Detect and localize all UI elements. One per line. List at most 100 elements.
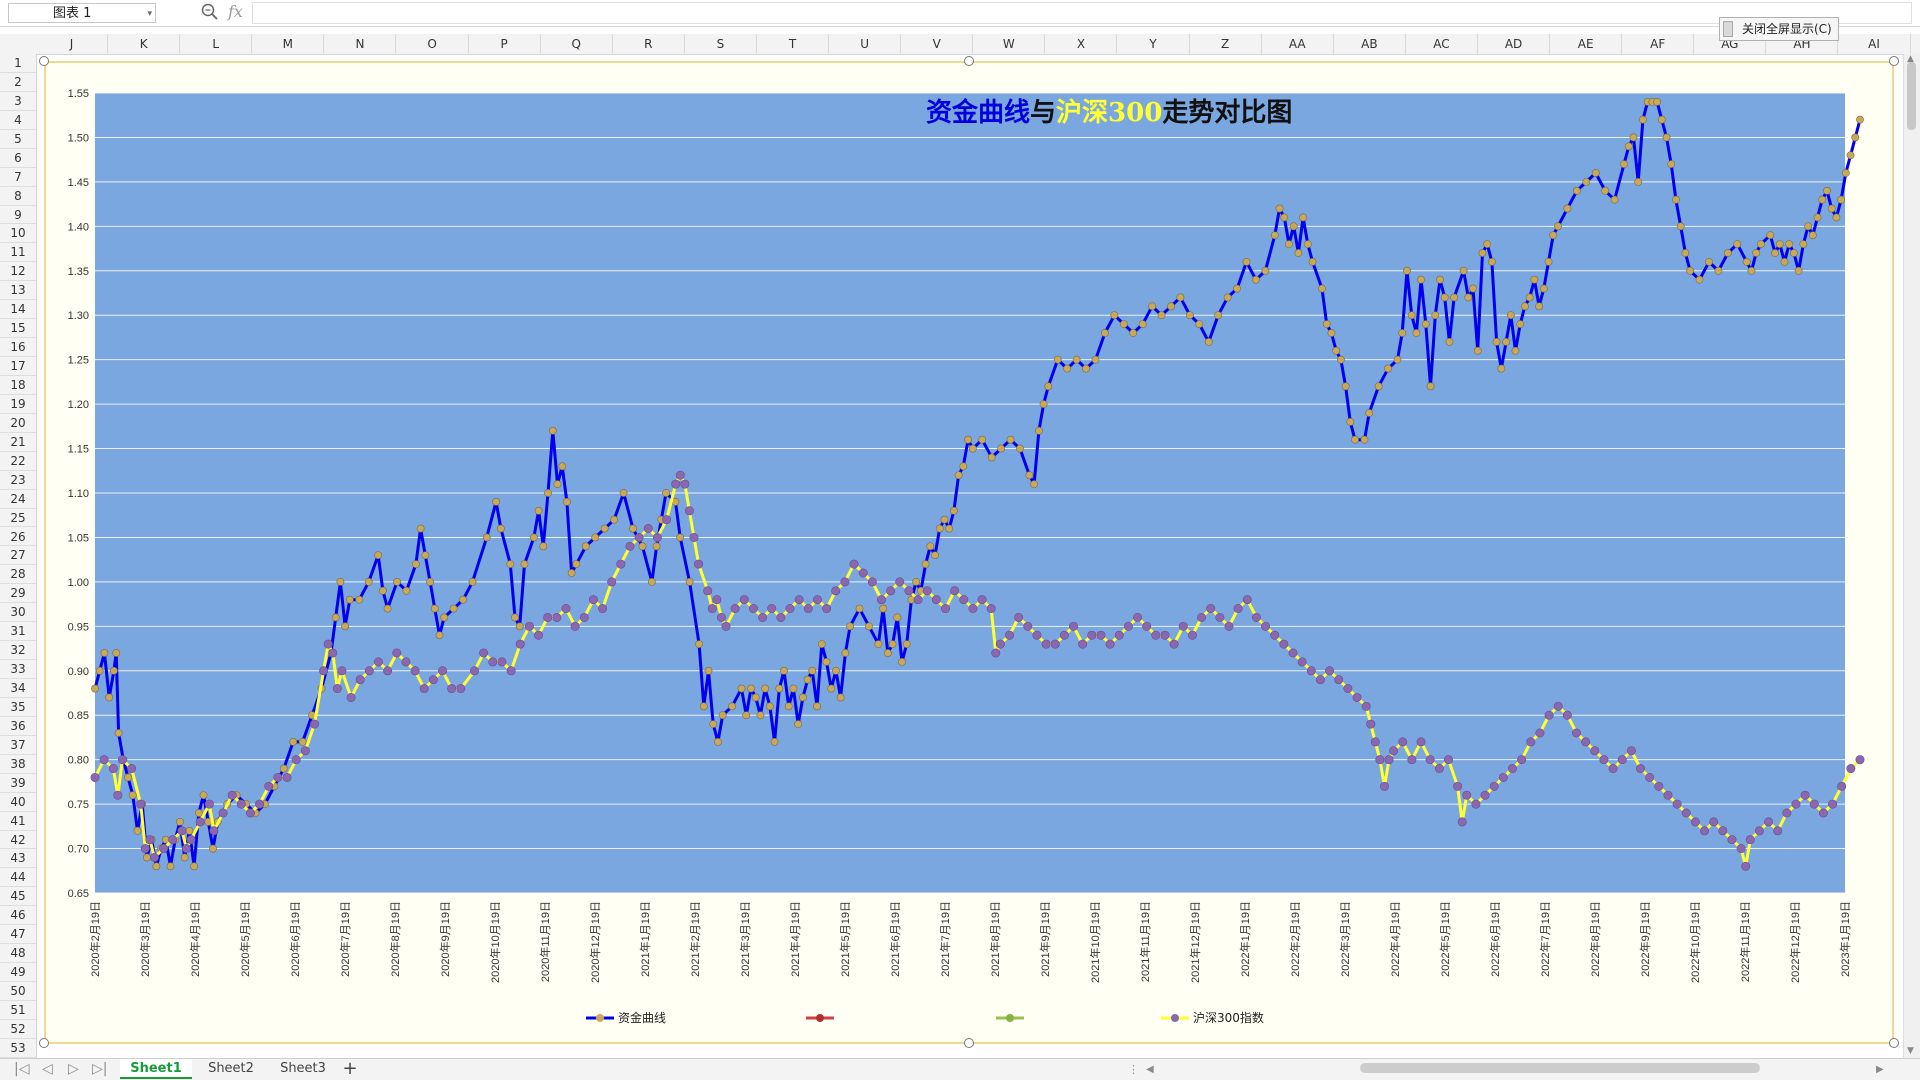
row-header-38[interactable]: 38 xyxy=(0,755,36,774)
name-box[interactable]: 图表 1 ▾ xyxy=(8,3,156,23)
row-header-45[interactable]: 45 xyxy=(0,887,36,907)
column-header-r[interactable]: R xyxy=(613,34,685,54)
scroll-down-icon[interactable]: ▼ xyxy=(1907,1046,1914,1056)
row-header-25[interactable]: 25 xyxy=(0,509,36,528)
row-header-17[interactable]: 17 xyxy=(0,357,36,376)
row-header-12[interactable]: 12 xyxy=(0,262,36,282)
row-header-37[interactable]: 37 xyxy=(0,736,36,755)
row-header-24[interactable]: 24 xyxy=(0,490,36,509)
column-header-n[interactable]: N xyxy=(324,34,397,54)
row-header-29[interactable]: 29 xyxy=(0,584,36,604)
row-header-6[interactable]: 6 xyxy=(0,149,36,168)
resize-handle[interactable] xyxy=(39,56,49,66)
row-header-42[interactable]: 42 xyxy=(0,831,36,850)
first-sheet-icon[interactable]: |◁ xyxy=(14,1061,30,1077)
row-header-5[interactable]: 5 xyxy=(0,130,36,149)
column-header-s[interactable]: S xyxy=(685,34,757,54)
row-header-27[interactable]: 27 xyxy=(0,546,36,566)
resize-handle[interactable] xyxy=(964,1038,974,1048)
column-header-k[interactable]: K xyxy=(108,34,181,54)
close-fullscreen-button[interactable]: 关闭全屏显示(C) xyxy=(1719,17,1839,41)
next-sheet-icon[interactable]: ▷ xyxy=(68,1061,79,1077)
row-header-9[interactable]: 9 xyxy=(0,206,36,225)
row-header-7[interactable]: 7 xyxy=(0,168,36,187)
resize-handle[interactable] xyxy=(964,56,974,66)
vertical-scroll-thumb[interactable] xyxy=(1907,62,1916,130)
prev-sheet-icon[interactable]: ◁ xyxy=(42,1061,53,1077)
row-header-3[interactable]: 3 xyxy=(0,92,36,111)
horizontal-scroll-thumb[interactable] xyxy=(1360,1063,1760,1073)
row-header-19[interactable]: 19 xyxy=(0,395,36,414)
row-header-49[interactable]: 49 xyxy=(0,963,36,983)
row-header-10[interactable]: 10 xyxy=(0,224,36,244)
row-header-36[interactable]: 36 xyxy=(0,717,36,736)
chevron-down-icon[interactable]: ▾ xyxy=(147,9,152,19)
row-header-32[interactable]: 32 xyxy=(0,641,36,661)
row-header-16[interactable]: 16 xyxy=(0,338,36,358)
row-header-21[interactable]: 21 xyxy=(0,433,36,452)
column-header-ae[interactable]: AE xyxy=(1550,34,1623,54)
chart-svg[interactable]: 0.65 0.70 0.75 0.80 0.85 0.90 0.95 1.00 1.05 1.10… xyxy=(46,63,1892,1042)
column-header-u[interactable]: U xyxy=(829,34,902,54)
tab-sheet3[interactable]: Sheet3 xyxy=(280,1061,326,1076)
row-header-46[interactable]: 46 xyxy=(0,906,36,926)
column-header-ai[interactable]: AI xyxy=(1839,34,1911,54)
row-header-52[interactable]: 52 xyxy=(0,1020,36,1039)
column-header-j[interactable]: J xyxy=(36,34,109,54)
column-header-o[interactable]: O xyxy=(397,34,469,54)
formula-input[interactable] xyxy=(252,2,1912,24)
row-header-30[interactable]: 30 xyxy=(0,603,36,623)
row-header-47[interactable]: 47 xyxy=(0,925,36,945)
row-header-39[interactable]: 39 xyxy=(0,774,36,793)
column-header-m[interactable]: M xyxy=(252,34,325,54)
column-header-af[interactable]: AF xyxy=(1622,34,1695,54)
column-header-v[interactable]: V xyxy=(901,34,974,54)
scroll-up-icon[interactable]: ▲ xyxy=(1907,54,1914,64)
tab-sheet1[interactable]: Sheet1 xyxy=(120,1059,192,1079)
zoom-icon[interactable] xyxy=(200,2,220,22)
row-header-33[interactable]: 33 xyxy=(0,660,36,680)
column-header-p[interactable]: P xyxy=(469,34,541,54)
tab-sheet2[interactable]: Sheet2 xyxy=(208,1061,254,1076)
column-header-y[interactable]: Y xyxy=(1118,34,1190,54)
row-header-23[interactable]: 23 xyxy=(0,471,36,490)
row-header-41[interactable]: 41 xyxy=(0,812,36,831)
vertical-scrollbar[interactable]: ▲ ▼ xyxy=(1903,54,1920,1058)
column-header-t[interactable]: T xyxy=(757,34,830,54)
row-header-22[interactable]: 22 xyxy=(0,452,36,471)
column-header-w[interactable]: W xyxy=(973,34,1046,54)
column-header-ac[interactable]: AC xyxy=(1406,34,1478,54)
row-header-4[interactable]: 4 xyxy=(0,111,36,130)
row-header-1[interactable]: 1 xyxy=(0,54,36,73)
column-header-q[interactable]: Q xyxy=(541,34,613,54)
last-sheet-icon[interactable]: ▷| xyxy=(92,1061,108,1077)
row-header-18[interactable]: 18 xyxy=(0,376,36,395)
row-header-51[interactable]: 51 xyxy=(0,1001,36,1020)
row-header-40[interactable]: 40 xyxy=(0,793,36,812)
row-header-11[interactable]: 11 xyxy=(0,243,36,263)
row-header-44[interactable]: 44 xyxy=(0,868,36,888)
row-header-13[interactable]: 13 xyxy=(0,281,36,301)
resize-handle[interactable] xyxy=(1889,1038,1899,1048)
chart-area[interactable]: 0.65 0.70 0.75 0.80 0.85 0.90 0.95 1.00 1.05 1.10… xyxy=(44,61,1894,1044)
row-header-50[interactable]: 50 xyxy=(0,982,36,1001)
row-header-34[interactable]: 34 xyxy=(0,679,36,698)
row-header-20[interactable]: 20 xyxy=(0,414,36,433)
row-header-35[interactable]: 35 xyxy=(0,698,36,717)
row-header-2[interactable]: 2 xyxy=(0,73,36,92)
scroll-left-icon[interactable]: ◀ xyxy=(1146,1064,1154,1075)
scroll-right-icon[interactable]: ▶ xyxy=(1876,1064,1884,1075)
row-header-43[interactable]: 43 xyxy=(0,849,36,869)
row-header-53[interactable]: 53 xyxy=(0,1039,36,1058)
row-header-26[interactable]: 26 xyxy=(0,528,36,547)
resize-handle[interactable] xyxy=(1889,56,1899,66)
row-header-14[interactable]: 14 xyxy=(0,300,36,320)
column-header-x[interactable]: X xyxy=(1045,34,1118,54)
fx-label[interactable]: fx xyxy=(228,2,243,21)
column-header-z[interactable]: Z xyxy=(1190,34,1262,54)
row-header-15[interactable]: 15 xyxy=(0,319,36,339)
column-header-l[interactable]: L xyxy=(180,34,253,54)
resize-handle[interactable] xyxy=(39,1038,49,1048)
row-header-28[interactable]: 28 xyxy=(0,565,36,585)
row-header-31[interactable]: 31 xyxy=(0,622,36,642)
